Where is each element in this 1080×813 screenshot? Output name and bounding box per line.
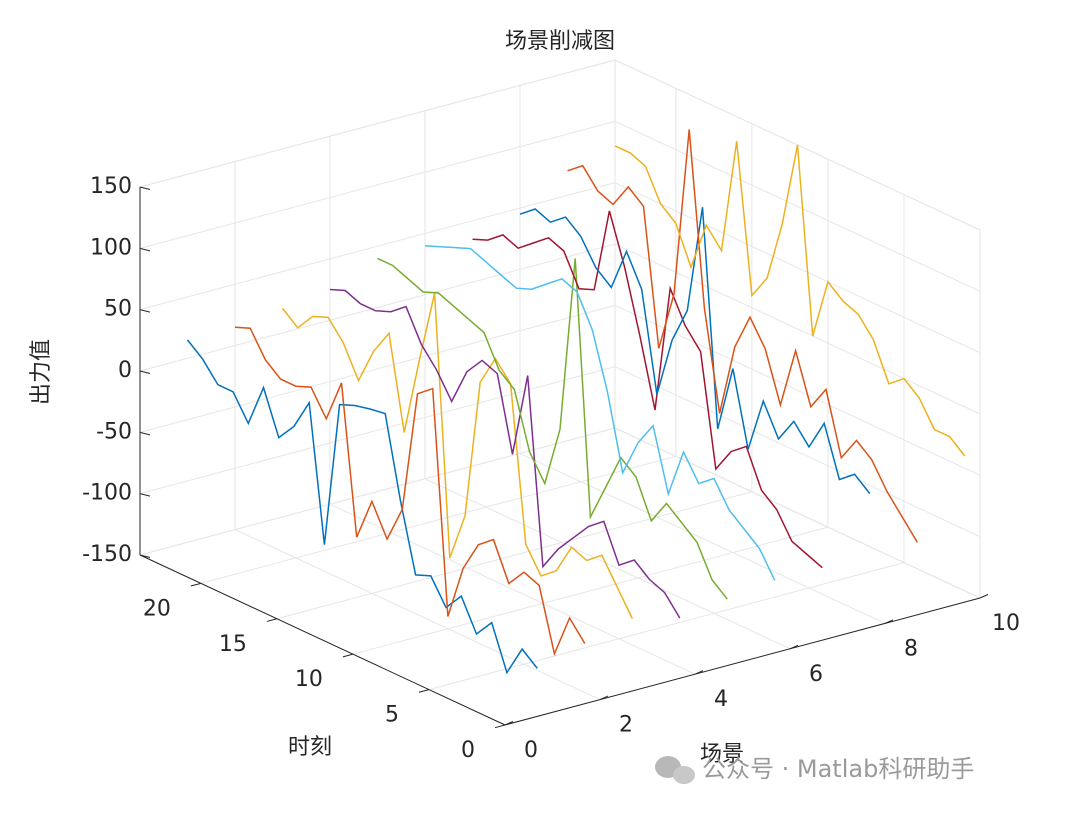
z-tick-label: 100 xyxy=(90,235,132,260)
grid-line xyxy=(139,304,616,433)
x-tick-label: 2 xyxy=(619,713,633,738)
grid-line xyxy=(139,120,616,249)
z-tick-label: 50 xyxy=(104,297,132,322)
grid xyxy=(139,59,981,726)
x-axis-label: 场景 xyxy=(700,742,744,767)
x-axis xyxy=(504,597,981,726)
series-line xyxy=(519,207,871,495)
y-tick-label: 5 xyxy=(385,703,399,728)
grid-line xyxy=(614,243,981,415)
series-line xyxy=(234,326,586,657)
x-tick-label: 6 xyxy=(809,662,823,687)
grid-line xyxy=(200,455,676,584)
y-tick xyxy=(342,653,354,658)
grid-line xyxy=(139,427,616,556)
y-tick-label: 10 xyxy=(295,667,323,692)
y-axis xyxy=(139,554,506,726)
y-tick xyxy=(266,618,278,622)
grid-line xyxy=(139,366,616,495)
grid-line xyxy=(614,366,981,538)
grid-line xyxy=(139,243,616,372)
z-axis-label: 出力值 xyxy=(29,339,54,405)
grid-line xyxy=(614,120,981,292)
grid-line xyxy=(352,526,829,655)
y-tick-label: 15 xyxy=(219,632,247,657)
y-tick-label: 0 xyxy=(461,738,475,763)
z-tick xyxy=(139,431,151,436)
lines xyxy=(186,129,966,675)
z-tick xyxy=(139,309,151,313)
z-tick-label: -50 xyxy=(96,419,132,444)
series-line xyxy=(472,210,823,569)
y-axis-label: 时刻 xyxy=(288,735,332,760)
grid-line xyxy=(519,452,886,624)
grid-line xyxy=(424,478,791,650)
z-tick-label: -100 xyxy=(82,481,132,506)
grid-line xyxy=(329,503,696,675)
series-line xyxy=(567,129,918,543)
z-tick-label: 150 xyxy=(90,174,132,199)
grid-line xyxy=(139,59,616,188)
series-line xyxy=(329,288,681,619)
series-line xyxy=(424,244,776,581)
y-tick xyxy=(494,724,506,729)
watermark: 公众号 · Matlab科研助手 xyxy=(702,755,974,783)
y-tick-label: 20 xyxy=(143,596,171,621)
z-tick xyxy=(139,247,151,252)
grid-line xyxy=(614,304,981,476)
series-line xyxy=(614,141,966,457)
grid-line xyxy=(428,562,905,691)
grid-line xyxy=(614,427,981,599)
x-tick-label: 4 xyxy=(714,687,728,712)
x-tick-label: 10 xyxy=(992,611,1020,636)
x-tick xyxy=(979,594,989,599)
series-line xyxy=(377,257,728,600)
x-tick-label: 0 xyxy=(524,738,538,763)
y-tick xyxy=(418,689,430,693)
grid-line xyxy=(614,182,981,354)
y-tick xyxy=(190,582,201,587)
series-line xyxy=(281,293,633,619)
z-tick-label: -150 xyxy=(82,542,132,567)
grid-line xyxy=(276,491,753,620)
z-tick xyxy=(139,370,151,374)
z-tick xyxy=(139,493,151,497)
grid-line xyxy=(139,182,616,311)
watermark-icon xyxy=(655,756,695,784)
series-line xyxy=(186,339,538,675)
z-tick xyxy=(139,186,151,190)
z-tick-label: 0 xyxy=(118,358,132,383)
chart-title: 场景削减图 xyxy=(505,29,615,54)
x-tick-label: 8 xyxy=(904,636,918,661)
